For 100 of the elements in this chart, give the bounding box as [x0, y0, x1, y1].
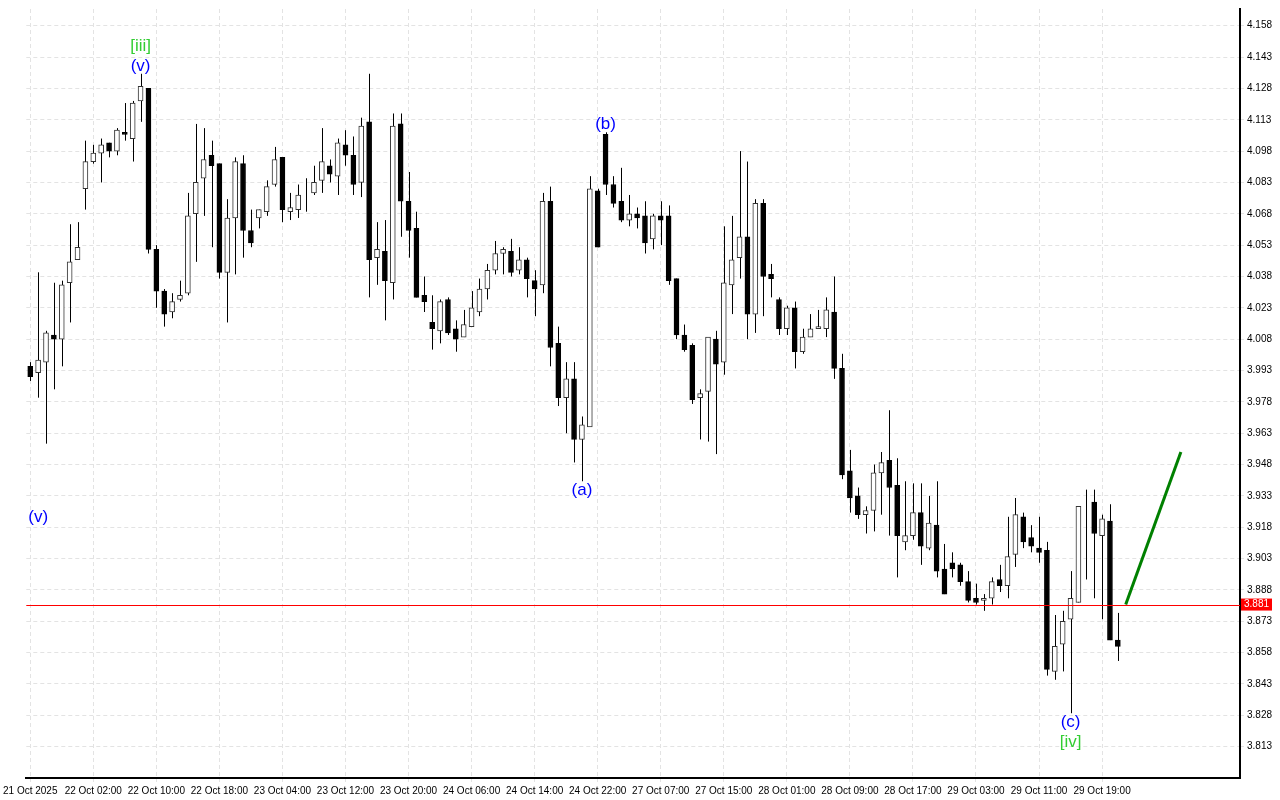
candlestick	[579, 415, 585, 482]
candlestick	[965, 570, 971, 603]
candlestick	[429, 294, 436, 351]
x-tick-label: 28 Oct 09:00	[821, 784, 879, 796]
candlestick	[634, 207, 640, 229]
x-tick-label: 29 Oct 11:00	[1010, 784, 1068, 796]
y-tick-label: 4.053	[1247, 238, 1273, 250]
y-tick-label: 4.143	[1247, 50, 1273, 62]
ref-line-label: 3.881	[1244, 598, 1270, 610]
annotation: (a)	[571, 480, 593, 500]
candlestick	[98, 138, 104, 183]
y-tick-label: 3.903	[1247, 552, 1273, 564]
x-tick-label: 23 Oct 04:00	[253, 784, 312, 796]
candlestick	[263, 179, 270, 217]
y-tick-label: 4.098	[1247, 144, 1273, 156]
candlestick	[35, 271, 41, 399]
candlestick	[1028, 524, 1034, 553]
candlestick	[460, 309, 467, 338]
candlestick	[563, 361, 569, 434]
y-tick-label: 4.023	[1247, 301, 1273, 313]
x-tick-label: 21 Oct 2025	[3, 784, 58, 796]
annotation: (c)	[1060, 711, 1081, 731]
candlestick	[295, 184, 302, 219]
y-tick-label: 3.933	[1247, 489, 1273, 501]
candlestick	[1115, 612, 1121, 662]
candlestick	[161, 288, 168, 328]
candlestick	[618, 167, 625, 223]
y-tick-label: 3.858	[1247, 646, 1273, 658]
candlestick	[925, 495, 932, 551]
annotation: (v)	[28, 507, 49, 526]
y-tick-label: 3.813	[1247, 740, 1273, 752]
x-tick-label: 27 Oct 15:00	[695, 784, 753, 796]
candlestick	[508, 238, 514, 277]
y-tick-label: 3.963	[1247, 426, 1273, 438]
candlestick	[169, 292, 175, 319]
candlestick	[862, 505, 869, 535]
x-tick-label: 23 Oct 12:00	[316, 784, 375, 796]
candlestick	[516, 246, 522, 275]
candlestick	[374, 221, 380, 286]
candlestick	[90, 144, 97, 165]
candlestick	[823, 296, 830, 338]
candlestick	[768, 263, 774, 298]
y-tick-label: 4.158	[1247, 19, 1273, 31]
annotation: [iv]	[1059, 732, 1082, 752]
y-tick-label: 3.978	[1247, 395, 1273, 407]
annotation: [iii]	[130, 36, 151, 56]
candlestick	[121, 102, 128, 142]
x-tick-label: 28 Oct 17:00	[884, 784, 942, 796]
candlestick	[697, 388, 703, 440]
candlestick	[326, 158, 333, 183]
annotation: (v)	[130, 55, 151, 75]
candlestick	[177, 280, 183, 303]
candlestick	[1036, 516, 1042, 564]
y-tick-label: 4.128	[1247, 82, 1273, 94]
y-tick-label: 4.113	[1247, 113, 1272, 125]
y-tick-label: 4.008	[1247, 332, 1273, 344]
candlestick	[713, 330, 719, 455]
y-tick-label: 3.873	[1247, 615, 1273, 627]
candlestick	[854, 487, 861, 520]
x-tick-label: 24 Oct 14:00	[506, 784, 564, 796]
x-tick-label: 22 Oct 10:00	[127, 784, 186, 796]
candlestick	[342, 129, 349, 167]
y-tick-label: 3.828	[1247, 709, 1273, 721]
y-tick-label: 3.843	[1247, 677, 1273, 689]
x-tick-label: 22 Oct 18:00	[190, 784, 249, 796]
candlestick	[626, 194, 633, 227]
candlestick	[452, 319, 459, 353]
annotation: (b)	[595, 114, 616, 134]
y-tick-label: 3.918	[1247, 520, 1273, 532]
candlestick	[784, 305, 790, 336]
candlestick	[650, 213, 656, 250]
candlestick	[1099, 514, 1105, 620]
candlestick	[500, 246, 506, 275]
y-tick-label: 4.083	[1247, 176, 1273, 188]
y-tick-label: 4.038	[1247, 270, 1273, 282]
candlestick	[27, 361, 34, 382]
candlestick	[1059, 610, 1066, 672]
x-tick-label: 22 Oct 02:00	[64, 784, 123, 796]
y-tick-label: 3.888	[1247, 583, 1273, 595]
y-tick-label: 3.993	[1247, 364, 1273, 376]
x-tick-label: 27 Oct 07:00	[632, 784, 690, 796]
candlestick	[910, 482, 916, 541]
candlestick	[248, 209, 254, 248]
y-tick-label: 4.068	[1247, 207, 1273, 219]
candlestick	[988, 576, 995, 606]
x-tick-label: 24 Oct 22:00	[569, 784, 627, 796]
x-tick-label: 29 Oct 03:00	[947, 784, 1006, 796]
candlestick	[287, 192, 294, 221]
x-tick-label: 28 Oct 01:00	[758, 784, 816, 796]
candlestick	[957, 562, 964, 587]
y-tick-label: 3.948	[1247, 458, 1273, 470]
candlestick	[1020, 512, 1027, 549]
candlestick	[311, 165, 317, 196]
candlestick	[421, 275, 428, 313]
x-tick-label: 29 Oct 19:00	[1073, 784, 1132, 796]
candlestick	[902, 480, 908, 551]
x-tick-label: 23 Oct 20:00	[379, 784, 438, 796]
x-tick-label: 24 Oct 06:00	[442, 784, 501, 796]
candlestick	[973, 583, 979, 606]
candlestick	[523, 257, 530, 298]
